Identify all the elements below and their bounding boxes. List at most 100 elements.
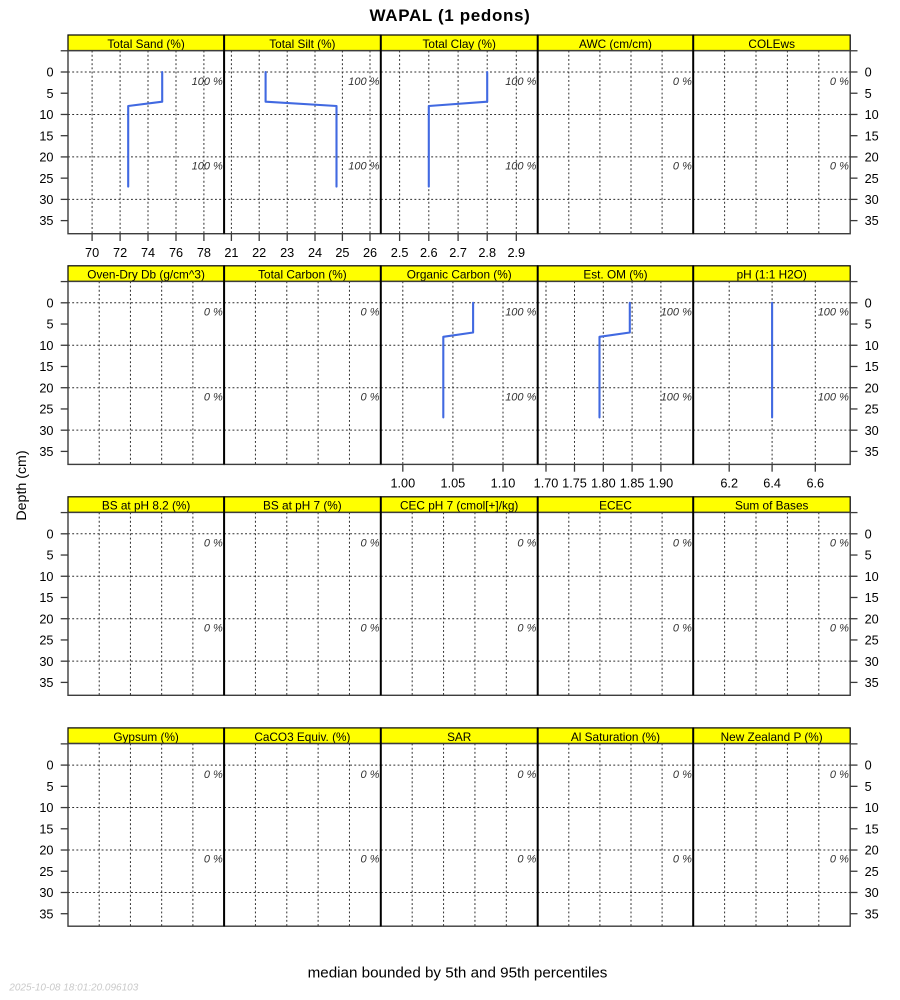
svg-text:2.8: 2.8 <box>478 246 496 260</box>
svg-text:Depth (cm): Depth (cm) <box>14 450 30 520</box>
svg-text:0 %: 0 % <box>830 769 849 781</box>
svg-text:10: 10 <box>865 801 879 815</box>
svg-text:5: 5 <box>865 780 872 794</box>
svg-text:35: 35 <box>865 445 879 459</box>
svg-text:25: 25 <box>865 634 879 648</box>
svg-text:35: 35 <box>39 676 53 690</box>
svg-text:0 %: 0 % <box>517 769 536 781</box>
svg-text:15: 15 <box>865 591 879 605</box>
svg-text:1.00: 1.00 <box>390 477 415 491</box>
svg-text:Al Saturation (%): Al Saturation (%) <box>571 730 660 744</box>
svg-text:0 %: 0 % <box>361 538 380 550</box>
svg-text:5: 5 <box>46 549 53 563</box>
svg-text:30: 30 <box>39 193 53 207</box>
svg-text:2.6: 2.6 <box>420 246 438 260</box>
svg-text:72: 72 <box>113 246 127 260</box>
svg-text:25: 25 <box>39 634 53 648</box>
svg-text:5: 5 <box>46 780 53 794</box>
svg-text:SAR: SAR <box>447 730 471 744</box>
svg-text:100 %: 100 % <box>505 307 536 319</box>
svg-text:100 %: 100 % <box>505 161 536 173</box>
svg-text:25: 25 <box>39 403 53 417</box>
svg-text:20: 20 <box>39 381 53 395</box>
svg-text:5: 5 <box>865 318 872 332</box>
svg-text:35: 35 <box>39 445 53 459</box>
svg-text:25: 25 <box>865 865 879 879</box>
svg-text:30: 30 <box>865 886 879 900</box>
svg-text:0 %: 0 % <box>204 854 223 866</box>
svg-text:15: 15 <box>39 822 53 836</box>
svg-text:COLEws: COLEws <box>748 37 795 51</box>
svg-text:0 %: 0 % <box>361 622 380 634</box>
svg-text:20: 20 <box>865 381 879 395</box>
svg-text:0 %: 0 % <box>830 622 849 634</box>
svg-text:30: 30 <box>39 424 53 438</box>
svg-text:0: 0 <box>865 66 872 80</box>
svg-text:0 %: 0 % <box>204 538 223 550</box>
svg-text:5: 5 <box>46 87 53 101</box>
svg-text:median bounded by 5th and 95th: median bounded by 5th and 95th percentil… <box>308 964 608 981</box>
svg-text:20: 20 <box>39 612 53 626</box>
svg-text:Organic Carbon (%): Organic Carbon (%) <box>407 268 512 282</box>
svg-text:Gypsum (%): Gypsum (%) <box>113 730 179 744</box>
svg-text:0: 0 <box>46 66 53 80</box>
svg-text:2.7: 2.7 <box>449 246 467 260</box>
svg-text:5: 5 <box>865 87 872 101</box>
svg-text:24: 24 <box>308 246 322 260</box>
svg-text:30: 30 <box>39 655 53 669</box>
svg-text:1.80: 1.80 <box>591 477 616 491</box>
svg-text:10: 10 <box>39 339 53 353</box>
svg-text:0 %: 0 % <box>361 391 380 403</box>
svg-text:100 %: 100 % <box>192 76 223 88</box>
svg-text:15: 15 <box>865 129 879 143</box>
svg-text:0: 0 <box>865 759 872 773</box>
svg-text:6.4: 6.4 <box>763 477 781 491</box>
svg-text:0 %: 0 % <box>517 538 536 550</box>
svg-text:1.75: 1.75 <box>562 477 587 491</box>
svg-text:0: 0 <box>865 296 872 310</box>
svg-text:5: 5 <box>46 318 53 332</box>
svg-text:20: 20 <box>39 844 53 858</box>
svg-text:0 %: 0 % <box>204 769 223 781</box>
svg-text:0 %: 0 % <box>830 76 849 88</box>
svg-text:0: 0 <box>865 527 872 541</box>
svg-text:WAPAL (1 pedons): WAPAL (1 pedons) <box>370 6 531 25</box>
svg-text:78: 78 <box>197 246 211 260</box>
svg-text:100 %: 100 % <box>348 76 379 88</box>
svg-text:Sum of Bases: Sum of Bases <box>735 499 809 513</box>
svg-text:0 %: 0 % <box>517 622 536 634</box>
svg-text:74: 74 <box>141 246 155 260</box>
svg-text:25: 25 <box>335 246 349 260</box>
svg-text:10: 10 <box>39 108 53 122</box>
svg-text:15: 15 <box>39 129 53 143</box>
svg-text:15: 15 <box>865 360 879 374</box>
svg-text:0 %: 0 % <box>204 307 223 319</box>
svg-text:35: 35 <box>39 214 53 228</box>
svg-text:10: 10 <box>865 108 879 122</box>
svg-text:1.05: 1.05 <box>441 477 466 491</box>
svg-text:10: 10 <box>39 570 53 584</box>
svg-text:2025-10-08 18:01:20.096103: 2025-10-08 18:01:20.096103 <box>8 983 138 994</box>
svg-text:15: 15 <box>865 822 879 836</box>
svg-text:0 %: 0 % <box>204 391 223 403</box>
svg-text:1.85: 1.85 <box>620 477 645 491</box>
svg-text:CEC pH 7 (cmol[+]/kg): CEC pH 7 (cmol[+]/kg) <box>400 499 518 513</box>
svg-text:5: 5 <box>865 549 872 563</box>
svg-text:100 %: 100 % <box>818 391 849 403</box>
svg-text:100 %: 100 % <box>192 161 223 173</box>
svg-text:20: 20 <box>39 151 53 165</box>
svg-text:25: 25 <box>39 865 53 879</box>
svg-text:10: 10 <box>865 339 879 353</box>
svg-text:0 %: 0 % <box>830 538 849 550</box>
svg-text:23: 23 <box>280 246 294 260</box>
svg-text:30: 30 <box>865 193 879 207</box>
svg-text:26: 26 <box>363 246 377 260</box>
svg-text:pH (1:1 H2O): pH (1:1 H2O) <box>737 268 807 282</box>
svg-text:20: 20 <box>865 151 879 165</box>
svg-text:2.9: 2.9 <box>507 246 525 260</box>
svg-text:25: 25 <box>865 172 879 186</box>
svg-text:6.6: 6.6 <box>806 477 824 491</box>
svg-text:1.90: 1.90 <box>649 477 674 491</box>
svg-text:30: 30 <box>39 886 53 900</box>
svg-text:Est. OM (%): Est. OM (%) <box>583 268 647 282</box>
